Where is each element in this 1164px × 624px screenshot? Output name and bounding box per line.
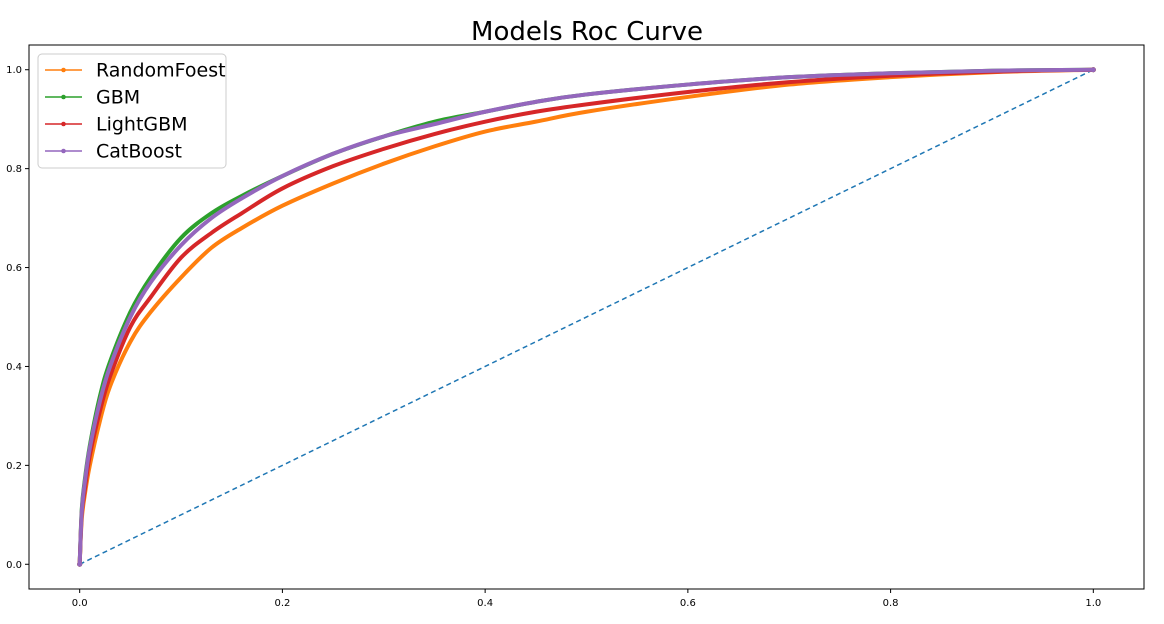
legend-item-gbm: GBM [45,87,140,109]
legend-marker-gbm [61,94,66,100]
legend-marker-catboost [61,148,66,154]
legend-item-lightgbm: LightGBM [45,114,188,136]
y-tick-label: 0.2 [6,461,22,472]
y-axis: 0.0 0.2 0.4 0.6 0.8 1.0 [6,65,29,571]
plot-lines [77,67,1096,567]
series-line-catboost [77,67,1096,567]
y-tick-label: 0.0 [6,560,22,571]
legend-label-lightgbm: LightGBM [96,114,188,136]
legend-label-gbm: GBM [96,87,140,109]
legend-marker-randomfoest [61,67,66,73]
y-tick-label: 0.4 [6,362,22,373]
legend: RandomFoest GBM LightGBM CatBoost [37,53,227,169]
legend-box [37,53,227,169]
series-marker-catboost [77,561,83,567]
y-tick-label: 0.8 [6,164,22,175]
y-tick-label: 0.6 [6,263,22,274]
plot-area-frame [28,44,1145,590]
legend-item-catboost: CatBoost [45,141,182,163]
legend-item-randomfoest: RandomFoest [45,60,226,82]
x-tick-label: 0.2 [274,598,290,609]
x-tick-label: 0.6 [680,598,696,609]
x-tick-label: 0.4 [477,598,493,609]
x-tick-label: 1.0 [1085,598,1101,609]
x-axis: 0.0 0.2 0.4 0.6 0.8 1.0 [72,589,1101,609]
legend-label-catboost: CatBoost [96,141,182,163]
legend-label-randomfoest: RandomFoest [96,60,226,82]
legend-marker-lightgbm [61,121,66,127]
x-tick-label: 0.0 [72,598,88,609]
series-line-lightgbm [77,67,1096,567]
series-marker-catboost [1090,67,1096,73]
y-tick-label: 1.0 [6,65,22,76]
chart-title: Models Roc Curve [471,17,703,47]
x-tick-label: 0.8 [883,598,899,609]
series-line-randomfoest [77,67,1096,567]
baseline-line [79,69,1094,565]
